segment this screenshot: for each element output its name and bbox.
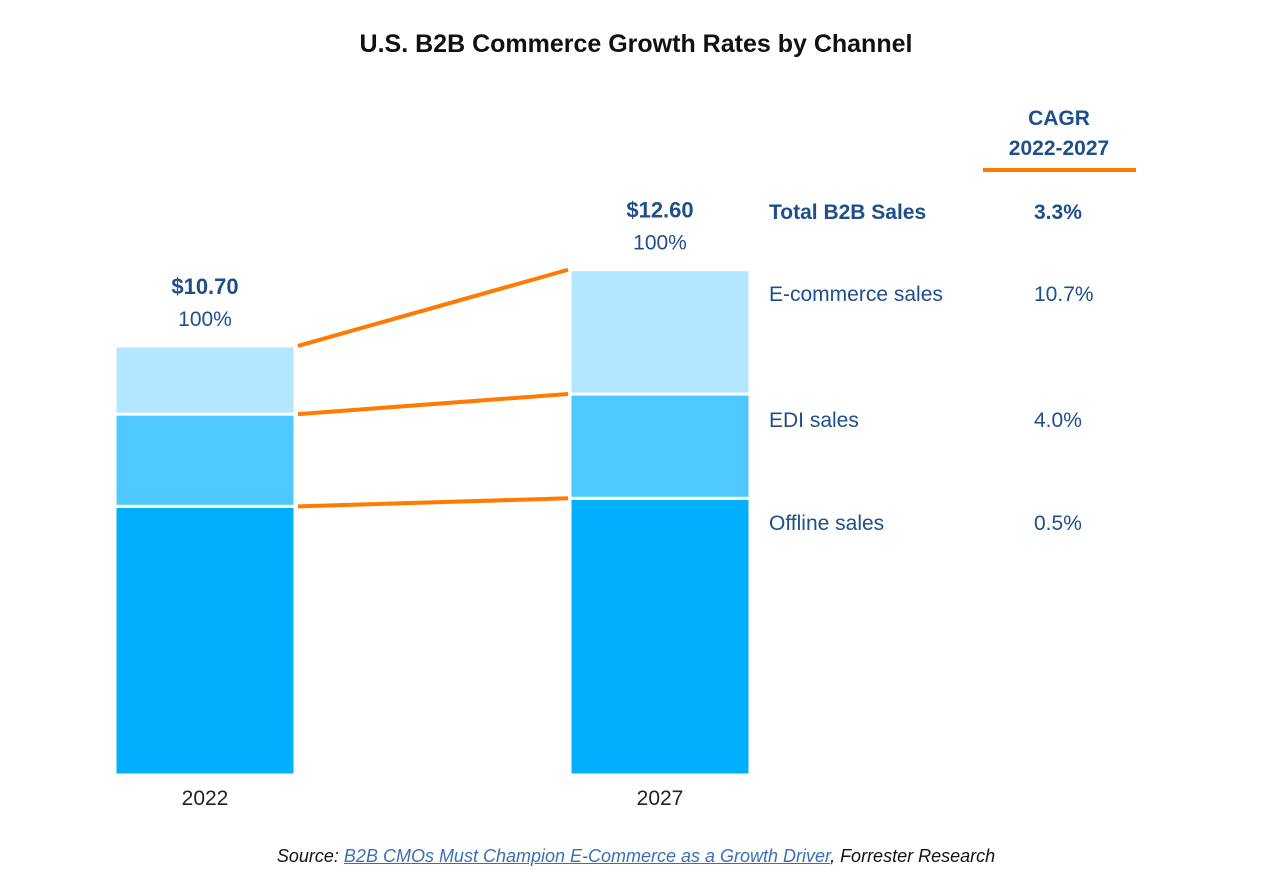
source-suffix: , Forrester Research [830,846,996,866]
total-value-label: $10.70 [171,274,238,299]
cagr-value: 4.0% [1034,409,1082,432]
connector-line [297,392,569,417]
x-tick-label: 2027 [637,787,684,810]
total-share-label: 100% [178,308,232,331]
source-note: Source: B2B CMOs Must Champion E-Commerc… [0,846,1272,867]
legend-entry: E-commerce sales [769,283,943,306]
cagr-header: CAGR [1028,107,1090,130]
bar-segment-2027-e-commerce-sales [568,268,752,396]
legend-entry: EDI sales [769,409,859,432]
cagr-value: 0.5% [1034,512,1082,535]
total-share-label: 100% [633,232,687,255]
bar-segment-2022-edi-sales [113,412,297,508]
bar-segment-2027-edi-sales [568,392,752,500]
bar-segment-2022-e-commerce-sales [113,344,297,416]
cagr-value: 10.7% [1034,283,1094,306]
total-value-label: $12.60 [626,198,693,223]
x-tick-label: 2022 [182,787,229,810]
connector-line [297,496,569,509]
connector-line [297,267,569,348]
legend-total: Total B2B Sales [769,201,926,224]
bar-segment-2027-offline-sales [568,496,752,777]
cagr-total: 3.3% [1034,201,1082,224]
bar-segment-2022-offline-sales [113,504,297,777]
source-prefix: Source: [276,846,344,866]
source-link[interactable]: B2B CMOs Must Champion E-Commerce as a G… [343,846,831,866]
legend-entry: Offline sales [769,512,884,535]
cagr-period: 2022-2027 [1009,137,1109,160]
chart-title: U.S. B2B Commerce Growth Rates by Channe… [360,30,913,58]
